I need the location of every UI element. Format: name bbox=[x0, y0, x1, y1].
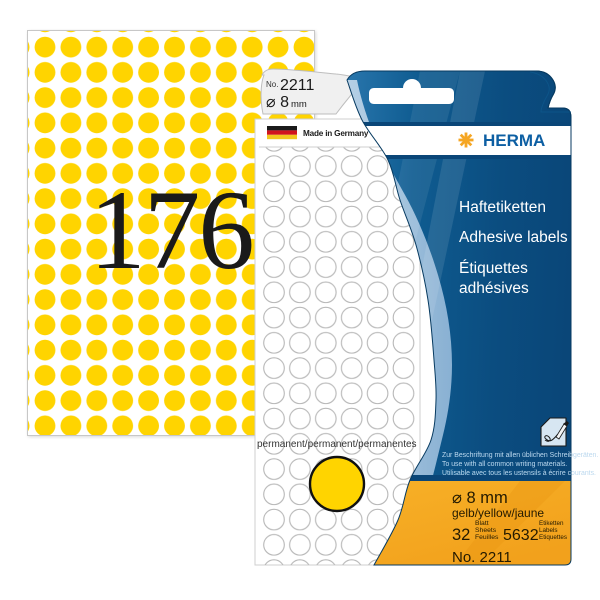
svg-text:No. 2211: No. 2211 bbox=[452, 549, 512, 566]
svg-text:Haftetiketten: Haftetiketten bbox=[459, 199, 546, 216]
svg-text:gelb/yellow/jaune: gelb/yellow/jaune bbox=[452, 506, 544, 520]
svg-text:Sheets: Sheets bbox=[475, 527, 497, 534]
svg-text:Étiquettes: Étiquettes bbox=[459, 260, 528, 277]
svg-text:32: 32 bbox=[452, 526, 470, 544]
svg-text:Adhesive labels: Adhesive labels bbox=[459, 229, 568, 246]
svg-text:Utilisable avec tous les usten: Utilisable avec tous les ustensils à écr… bbox=[442, 470, 596, 477]
svg-text:Feuilles: Feuilles bbox=[475, 534, 499, 541]
svg-text:Blatt: Blatt bbox=[475, 520, 489, 527]
svg-text:HERMA: HERMA bbox=[483, 131, 545, 150]
svg-text:Etiquettes: Etiquettes bbox=[539, 534, 567, 541]
svg-text:To use with all common writing: To use with all common writing materials… bbox=[442, 461, 567, 468]
svg-text:Zur Beschriftung mit allen übl: Zur Beschriftung mit allen üblichen Schr… bbox=[442, 452, 598, 459]
svg-text:Etiketten: Etiketten bbox=[539, 520, 564, 527]
svg-text:adhésives: adhésives bbox=[459, 280, 529, 297]
svg-text:⌀ 8 mm: ⌀ 8 mm bbox=[452, 489, 508, 507]
svg-text:Labels: Labels bbox=[539, 527, 558, 534]
svg-text:5632: 5632 bbox=[503, 527, 539, 544]
